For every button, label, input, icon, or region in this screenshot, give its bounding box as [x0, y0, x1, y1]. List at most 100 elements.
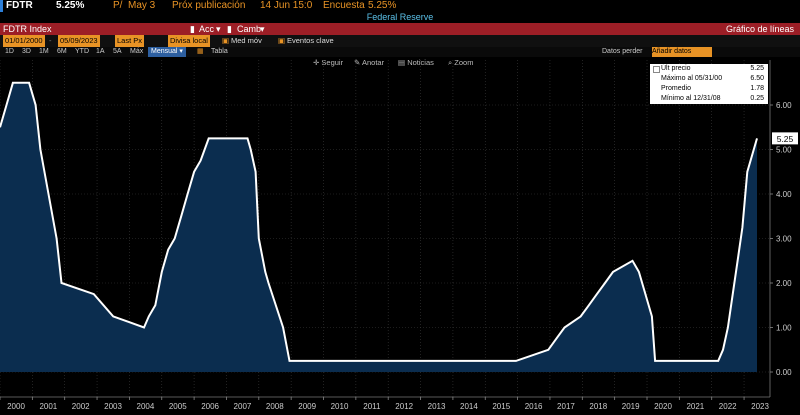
zoom-button[interactable]: ⌕ Zoom [448, 58, 473, 68]
rate-area [0, 82, 757, 373]
pencil-icon: ✎ [354, 58, 361, 67]
x-tick-label: 2010 [331, 402, 349, 411]
acc-icon[interactable]: ▮ [190, 24, 195, 34]
camb-dropdown[interactable]: Camb [237, 24, 262, 34]
ticker-marker [0, 0, 3, 12]
datos-input[interactable]: Añadir datos [652, 47, 712, 57]
period-1d[interactable]: 1D [5, 48, 14, 55]
period-bar: 1D 3D 1M 6M YTD 1A 5A Máx Mensual ▾ ▦ Ta… [0, 47, 800, 57]
news-label: Noticias [407, 58, 434, 67]
legend-value: 5.25 [750, 65, 764, 72]
period-5a[interactable]: 5A [113, 48, 122, 55]
x-tick-label: 2007 [234, 402, 252, 411]
follow-label: Seguir [321, 58, 344, 67]
x-tick-label: 2019 [622, 402, 640, 411]
date-separator: - [49, 36, 52, 45]
quote-date: May 3 [128, 0, 156, 11]
survey-label: Encuesta [323, 0, 365, 11]
news-button[interactable]: ▤ Noticias [398, 58, 434, 68]
acc-dropdown[interactable]: Acc [199, 24, 215, 34]
legend-row-avg: Promedio 1.78 [650, 84, 768, 94]
y-tick-label: 1.00 [776, 324, 792, 333]
quote-header: FDTR 5.25% P/ May 3 Próx publicación 14 … [0, 0, 800, 12]
chart-subtitle: Federal Reserve [0, 12, 800, 23]
y-tick-label: 6.00 [776, 101, 792, 110]
period-max[interactable]: Máx [130, 48, 144, 55]
med-mov-checkbox[interactable]: ▣ [222, 36, 230, 45]
period-1a[interactable]: 1A [96, 48, 105, 55]
next-pub-label: Próx publicación [172, 0, 246, 11]
security-bar: FDTR Index ▮ Acc ▾ ▮ Camb ▾ Gráfico de l… [0, 23, 800, 35]
x-tick-label: 2022 [719, 402, 737, 411]
annotate-button[interactable]: ✎ Anotar [354, 58, 384, 68]
period-3d[interactable]: 3D [22, 48, 31, 55]
currency-select[interactable]: Divisa local [168, 35, 210, 47]
last-price: 5.25% [56, 0, 85, 11]
chart-type-label[interactable]: Gráfico de líneas [725, 24, 794, 34]
x-tick-label: 2001 [39, 402, 57, 411]
eventos-checkbox[interactable]: ▣ [278, 36, 286, 45]
x-tick-label: 2002 [72, 402, 90, 411]
x-tick-label: 2009 [298, 402, 316, 411]
crosshair-icon: ✛ [313, 58, 320, 67]
y-tick-label: 4.00 [776, 190, 792, 199]
datos-label: Datos perder [602, 48, 643, 55]
x-axis-ticks: 2000 2001 2002 2003 2004 2005 2006 2007 2008 2009… [0, 397, 770, 411]
last-value-tag: 5.25 [772, 132, 798, 145]
survey-value: 5.25% [368, 0, 397, 11]
eventos-label[interactable]: Eventos clave [287, 36, 334, 45]
med-mov-label[interactable]: Med móv [231, 36, 262, 45]
x-tick-label: 2004 [137, 402, 155, 411]
period-1m[interactable]: 1M [39, 48, 49, 55]
legend-label: Máximo al 05/31/00 [661, 75, 723, 82]
x-tick-label: 2008 [266, 402, 284, 411]
x-tick-label: 2011 [363, 402, 381, 411]
start-date-input[interactable]: 01/01/2000 [3, 35, 45, 47]
next-pub-date: 14 Jun 15:0 [260, 0, 313, 11]
change-label: P/ [113, 0, 123, 11]
last-value-text: 5.25 [777, 134, 794, 144]
x-tick-label: 2020 [654, 402, 672, 411]
table-icon[interactable]: ▦ [197, 48, 204, 55]
x-tick-label: 2005 [169, 402, 187, 411]
camb-icon[interactable]: ▮ [227, 24, 232, 34]
x-tick-label: 2012 [395, 402, 413, 411]
ticker[interactable]: FDTR [6, 0, 33, 11]
controls-bar: 01/01/2000 - 05/09/2023 Last Px Divisa l… [0, 35, 800, 47]
rate-line [0, 81, 758, 362]
legend-value: 6.50 [750, 75, 764, 82]
camb-chevron-icon[interactable]: ▾ [260, 24, 265, 34]
x-tick-label: 2021 [686, 402, 704, 411]
y-axis-ticks: 0.00 1.00 2.00 3.00 4.00 5.00 6.00 [770, 101, 792, 377]
period-6m[interactable]: 6M [57, 48, 67, 55]
last-value-box [772, 132, 798, 145]
acc-chevron-icon[interactable]: ▾ [216, 24, 221, 34]
news-icon: ▤ [398, 58, 406, 67]
x-tick-label: 2003 [104, 402, 122, 411]
legend-value: 1.78 [750, 85, 764, 92]
end-date-input[interactable]: 05/09/2023 [58, 35, 100, 47]
follow-button[interactable]: ✛ Seguir [313, 58, 343, 68]
x-tick-label: 2015 [492, 402, 510, 411]
frequency-select[interactable]: Mensual ▾ [148, 47, 186, 57]
legend-value: 0.25 [750, 95, 764, 102]
zoom-label: Zoom [454, 58, 474, 67]
x-tick-label: 2017 [557, 402, 575, 411]
x-tick-label: 2006 [201, 402, 219, 411]
x-tick-label: 2018 [589, 402, 607, 411]
legend-label: Promedio [661, 85, 691, 92]
security-index[interactable]: FDTR Index [3, 24, 52, 34]
legend-row-last: Últ precio 5.25 [650, 64, 768, 74]
legend-marker-icon [653, 66, 660, 73]
x-tick-label: 2023 [751, 402, 769, 411]
period-ytd[interactable]: YTD [75, 48, 89, 55]
y-tick-label: 0.00 [776, 368, 792, 377]
legend-label: Últ precio [661, 65, 691, 72]
legend-row-min: Mínimo al 12/31/08 0.25 [650, 94, 768, 104]
legend-row-max: Máximo al 05/31/00 6.50 [650, 74, 768, 84]
table-label[interactable]: Tabla [211, 48, 228, 55]
field-select[interactable]: Last Px [115, 35, 145, 47]
legend-label: Mínimo al 12/31/08 [661, 95, 721, 102]
legend-box: Últ precio 5.25 Máximo al 05/31/00 6.50 … [650, 64, 768, 104]
